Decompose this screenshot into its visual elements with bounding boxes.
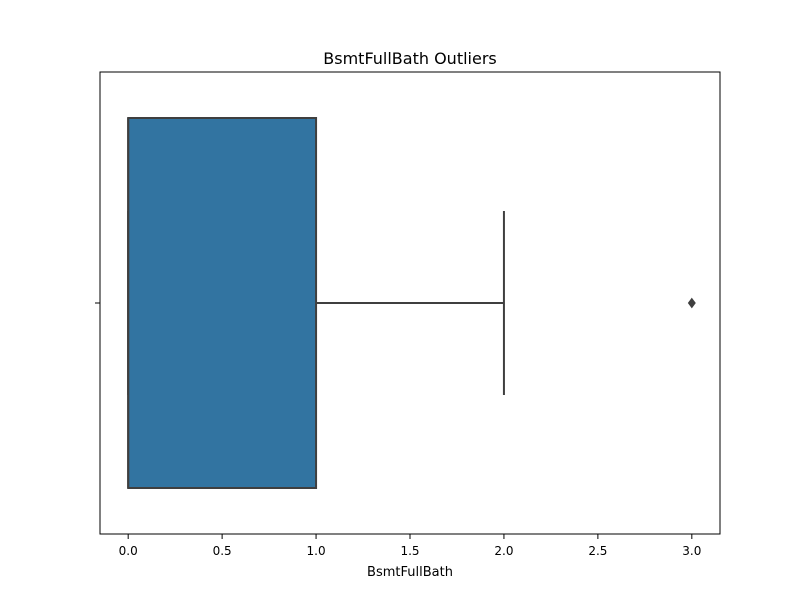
x-tick-label: 1.0 [307,544,326,558]
plot-area [127,117,696,489]
x-tick-label: 1.5 [400,544,419,558]
x-tick-label: 2.5 [588,544,607,558]
box-iqr [127,117,318,489]
outlier-point [687,297,696,309]
x-tick-label: 0.5 [213,544,232,558]
x-axis-label: BsmtFullBath [367,565,453,580]
chart-title: BsmtFullBath Outliers [323,49,496,68]
x-tick-label: 3.0 [682,544,701,558]
x-tick-label: 0.0 [119,544,138,558]
x-tick-label: 2.0 [494,544,513,558]
x-axis-ticks: 0.0 0.5 1.0 1.5 2.0 2.5 3.0 [119,534,701,558]
